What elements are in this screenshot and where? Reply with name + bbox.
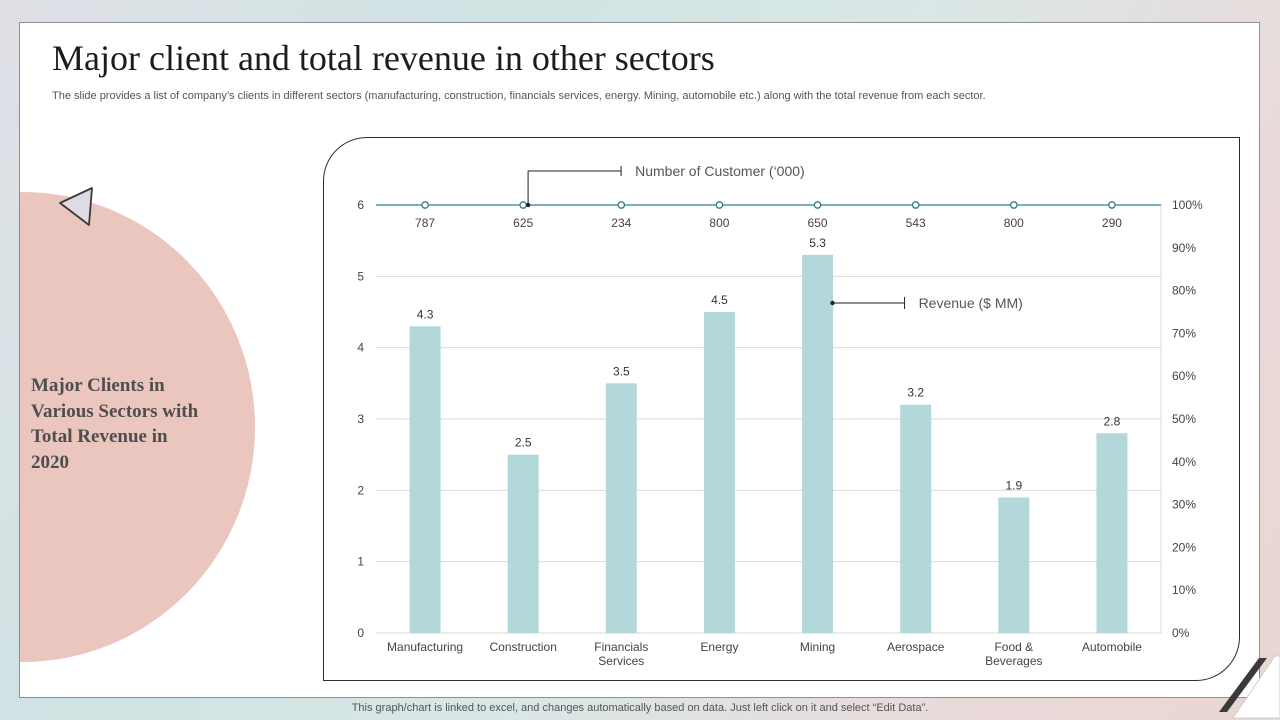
- revenue-data-label: 2.8: [1104, 414, 1121, 428]
- customer-point: [617, 201, 626, 209]
- y2-tick-label: 50%: [1172, 412, 1196, 426]
- revenue-bar: [900, 404, 932, 633]
- x-category-label: Mining: [800, 640, 835, 654]
- customer-data-label: 543: [906, 216, 926, 230]
- y-tick-label: 6: [357, 198, 364, 212]
- revenue-data-label: 2.5: [515, 436, 532, 450]
- revenue-bar: [998, 497, 1030, 633]
- revenue-customer-chart: 01234560%10%20%30%40%50%60%70%80%90%100%…: [357, 163, 1203, 668]
- y2-tick-label: 40%: [1172, 455, 1196, 469]
- y2-tick-label: 20%: [1172, 540, 1196, 554]
- x-category-label: Construction: [490, 640, 557, 654]
- y2-tick-label: 30%: [1172, 498, 1196, 512]
- customer-point: [911, 201, 920, 209]
- y-tick-label: 2: [357, 483, 364, 497]
- revenue-data-label: 1.9: [1005, 478, 1022, 492]
- footnote: This graph/chart is linked to excel, and…: [351, 702, 929, 714]
- revenue-bar: [703, 312, 735, 633]
- y2-tick-label: 70%: [1172, 326, 1196, 340]
- revenue-bar: [605, 383, 637, 633]
- revenue-data-label: 4.3: [417, 307, 434, 321]
- y-tick-label: 1: [357, 555, 364, 569]
- customer-point: [421, 201, 429, 209]
- revenue-bar: [1096, 433, 1128, 633]
- page-subtitle: The slide provides a list of company’s c…: [52, 90, 986, 102]
- y-tick-label: 4: [357, 341, 364, 355]
- customer-data-label: 650: [808, 216, 828, 230]
- customer-data-label: 800: [709, 216, 729, 230]
- customer-legend-label: Number of Customer (‘000): [635, 163, 805, 179]
- revenue-data-label: 3.5: [613, 364, 630, 378]
- revenue-bar: [409, 326, 441, 633]
- revenue-bar: [802, 254, 834, 633]
- revenue-callout-dot: [830, 300, 835, 306]
- y-tick-label: 3: [357, 412, 364, 426]
- customer-data-label: 787: [415, 216, 435, 230]
- revenue-legend-label: Revenue ($ MM): [919, 295, 1023, 311]
- y-tick-label: 0: [357, 626, 364, 640]
- x-category-label: Financials: [594, 640, 648, 654]
- customer-data-label: 290: [1102, 216, 1122, 230]
- slide: Major client and total revenue in other …: [19, 22, 1260, 698]
- customer-point: [1009, 201, 1018, 209]
- customer-data-label: 800: [1004, 216, 1024, 230]
- customer-data-label: 234: [611, 216, 631, 230]
- revenue-bar: [507, 454, 539, 633]
- customer-callout-line: [527, 170, 622, 205]
- x-category-label: Beverages: [985, 654, 1042, 668]
- x-category-label: Automobile: [1082, 640, 1142, 654]
- y2-tick-label: 0%: [1172, 626, 1190, 640]
- x-category-label: Manufacturing: [387, 640, 463, 654]
- x-category-label: Services: [598, 654, 644, 668]
- y2-tick-label: 80%: [1172, 284, 1196, 298]
- customer-point: [1108, 201, 1116, 209]
- chart-frame: 0 1 2 3 4 5 6 0% 10% 20% 30% 40% 50% 60% 70% 80% 90% 100%…: [323, 137, 1240, 681]
- customer-callout-dot: [525, 202, 531, 208]
- y2-tick-label: 100%: [1172, 198, 1203, 212]
- customer-point: [715, 201, 724, 209]
- triangle-decoration-icon: [59, 187, 93, 226]
- x-category-label: Food &: [994, 640, 1033, 654]
- y2-tick-label: 90%: [1172, 241, 1196, 255]
- page-title: Major client and total revenue in other …: [52, 38, 715, 78]
- revenue-data-label: 4.5: [711, 293, 728, 307]
- corner-stripes-decoration: [1219, 655, 1280, 719]
- y2-tick-label: 10%: [1172, 583, 1196, 597]
- y2-tick-label: 60%: [1172, 369, 1196, 383]
- y-tick-label: 5: [357, 269, 364, 283]
- revenue-data-label: 3.2: [907, 386, 924, 400]
- side-label: Major Clients in Various Sectors with To…: [31, 375, 199, 473]
- revenue-data-label: 5.3: [809, 236, 826, 250]
- x-category-label: Aerospace: [887, 640, 945, 654]
- customer-point: [813, 201, 822, 209]
- customer-point: [519, 201, 528, 209]
- customer-data-label: 625: [513, 216, 533, 230]
- x-category-label: Energy: [700, 640, 738, 654]
